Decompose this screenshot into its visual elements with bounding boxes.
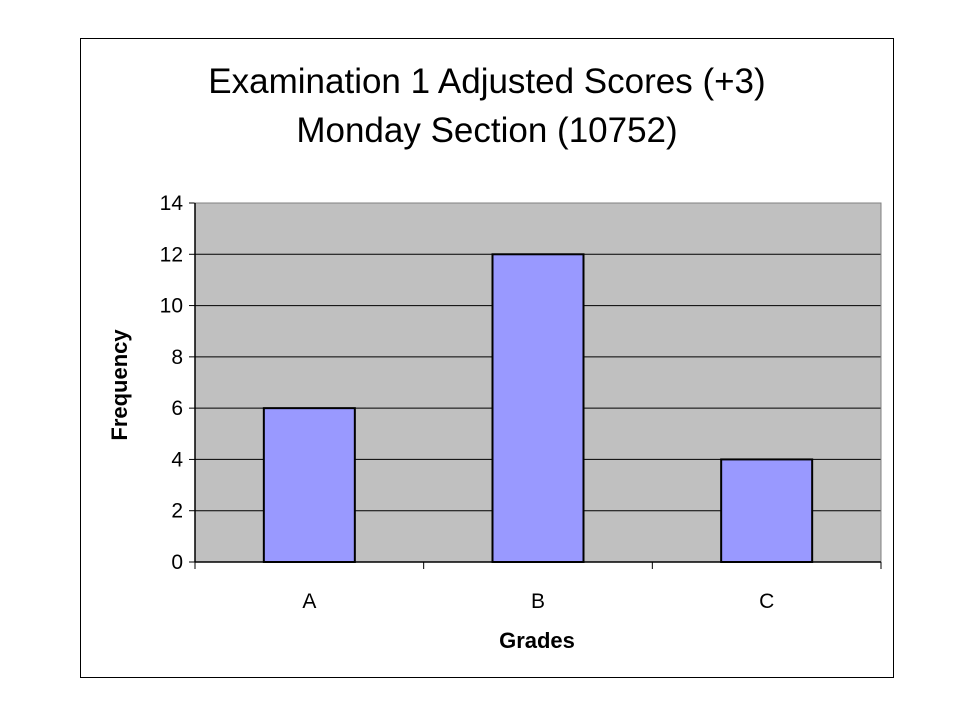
bar-A: [262, 407, 356, 563]
y-tick-label: 8: [171, 346, 183, 369]
x-tick-labels: A B C: [302, 590, 774, 613]
axes: [189, 202, 882, 569]
y-tick-label: 0: [171, 551, 183, 574]
x-tick-label: C: [759, 590, 774, 613]
y-tick-label: 6: [171, 397, 183, 420]
y-tick-labels: 0 2 4 6 8 10 12 14: [160, 192, 184, 574]
bars: [262, 253, 814, 564]
y-tick-label: 4: [171, 448, 183, 471]
y-tick-label: 10: [160, 295, 183, 318]
bar-B: [491, 253, 585, 564]
x-axis-title: Grades: [499, 628, 575, 653]
x-tick-label: A: [302, 590, 316, 613]
y-tick-label: 2: [171, 500, 183, 523]
y-tick-label: 14: [160, 192, 184, 215]
bar-C: [720, 458, 814, 563]
x-tick-label: B: [531, 590, 545, 613]
chart-title-line-1: Examination 1 Adjusted Scores (+3): [208, 62, 765, 101]
y-axis-title: Frequency: [107, 329, 132, 441]
y-tick-label: 12: [160, 243, 183, 266]
chart-title-line-2: Monday Section (10752): [296, 111, 677, 150]
